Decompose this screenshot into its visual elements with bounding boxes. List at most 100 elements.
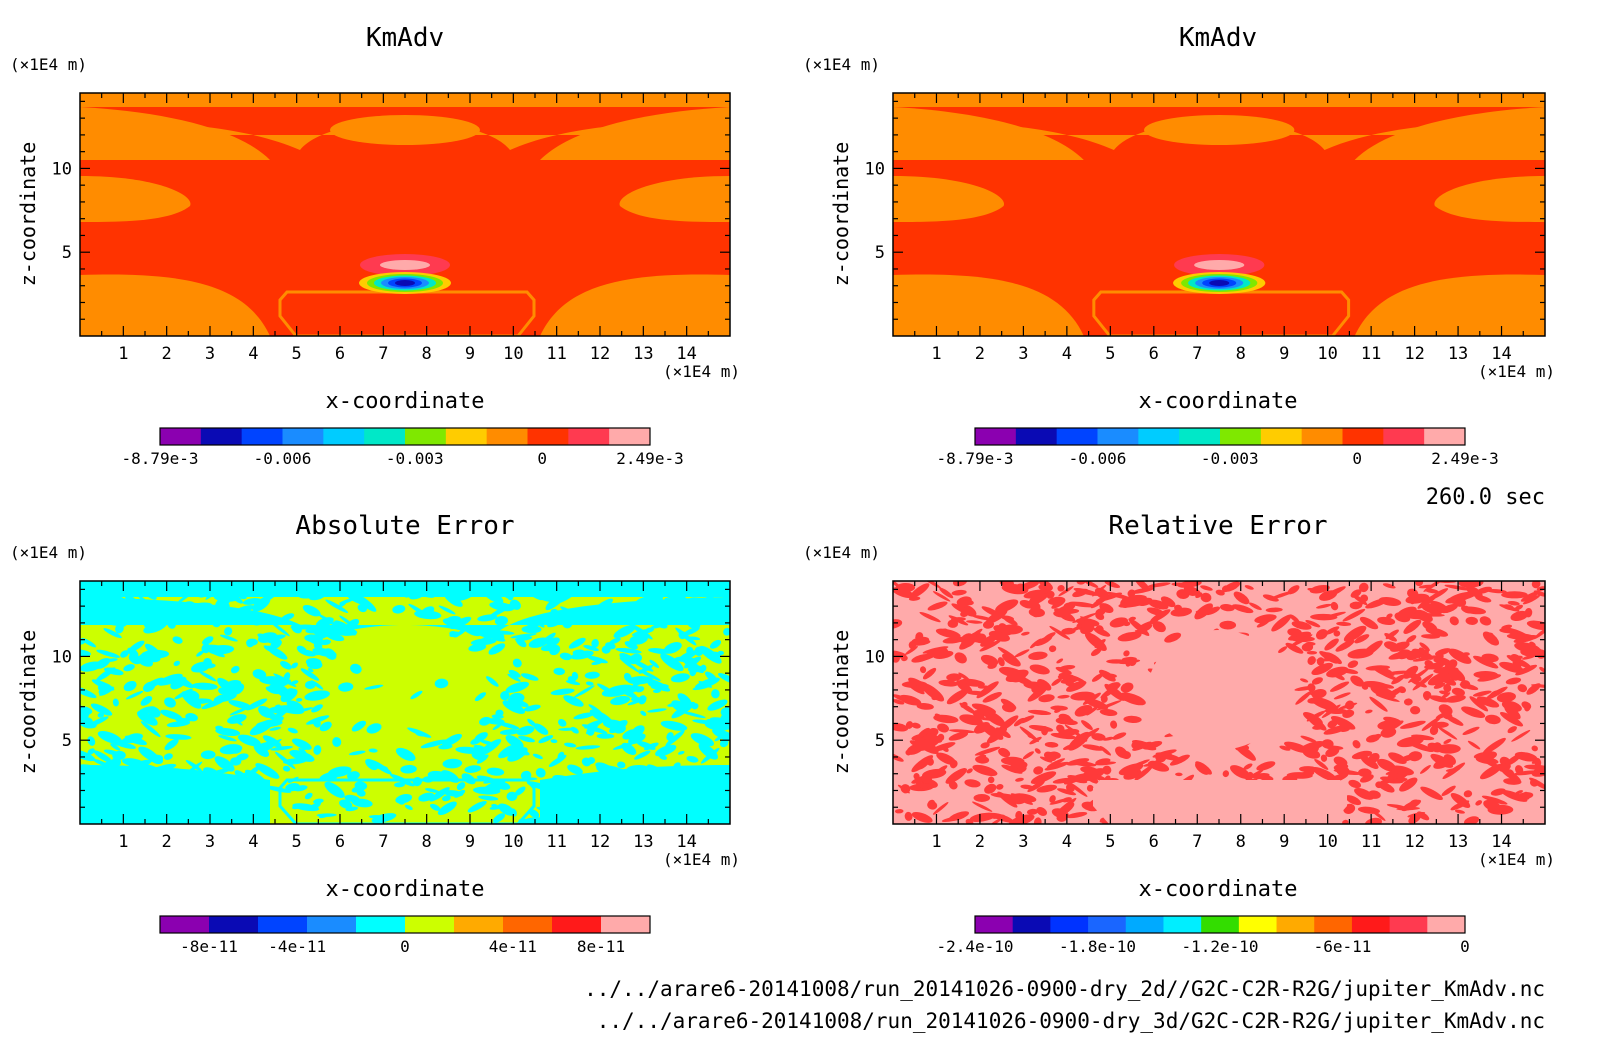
speckle-blob bbox=[252, 596, 271, 612]
speckle-blob bbox=[137, 656, 153, 667]
speckle-blob bbox=[1441, 785, 1456, 797]
speckle-blob bbox=[670, 792, 687, 800]
speckle-blob bbox=[490, 630, 515, 635]
speckle-blob bbox=[1134, 629, 1149, 635]
colorbar-label: -1.8e-10 bbox=[1059, 937, 1136, 956]
speckle-blob bbox=[915, 781, 928, 790]
x-tick-label: 4 bbox=[1062, 344, 1072, 364]
speckle-blob bbox=[980, 634, 998, 647]
speckle-blob bbox=[246, 638, 258, 646]
speckle-blob bbox=[601, 645, 611, 654]
speckle-blob bbox=[442, 758, 463, 769]
colorbar-swatch bbox=[601, 916, 651, 933]
speckle-blob bbox=[631, 628, 655, 637]
speckle-blob bbox=[1391, 674, 1406, 685]
speckle-blob bbox=[173, 660, 180, 667]
speckle-blob bbox=[184, 761, 203, 776]
speckle-blob bbox=[1064, 724, 1086, 741]
speckle-blob bbox=[124, 778, 138, 786]
speckle-blob bbox=[1038, 694, 1055, 703]
speckle-blob bbox=[919, 666, 927, 674]
speckle-blob bbox=[169, 813, 180, 822]
speckle-blob bbox=[1419, 642, 1430, 652]
speckle-blob bbox=[274, 751, 296, 770]
speckle-blob bbox=[1407, 812, 1426, 818]
speckle-blob bbox=[1128, 759, 1150, 769]
speckle-blob bbox=[1106, 682, 1120, 690]
colorbar-swatch bbox=[405, 916, 455, 933]
x-tick-label: 5 bbox=[1105, 344, 1115, 364]
speckle-blob bbox=[512, 658, 522, 668]
speckle-blob bbox=[999, 581, 1014, 587]
y-unit-label: (×1E4 m) bbox=[803, 543, 880, 562]
colorbar-swatch bbox=[609, 428, 651, 445]
speckle-blob bbox=[227, 714, 247, 724]
speckle-blob bbox=[605, 774, 614, 779]
panel-title: Absolute Error bbox=[295, 511, 514, 541]
speckle-blob bbox=[1489, 690, 1499, 698]
speckle-blob bbox=[1370, 808, 1386, 821]
speckle-blob bbox=[712, 728, 730, 743]
panel-title: KmAdv bbox=[366, 23, 444, 53]
speckle-blob bbox=[1230, 765, 1251, 780]
speckle-blob bbox=[548, 754, 567, 767]
speckle-blob bbox=[1037, 679, 1052, 691]
speckle-blob bbox=[1385, 768, 1406, 775]
speckle-blob bbox=[947, 619, 959, 628]
speckle-blob bbox=[533, 723, 549, 735]
speckle-blob bbox=[1057, 694, 1070, 699]
speckle-blob bbox=[264, 785, 292, 793]
speckle-blob bbox=[1049, 625, 1071, 640]
colorbar-swatch bbox=[975, 428, 1017, 445]
x-tick-label: 10 bbox=[1317, 832, 1337, 852]
speckle-blob bbox=[524, 585, 545, 601]
speckle-blob bbox=[442, 795, 451, 802]
speckle-blob bbox=[217, 677, 236, 694]
speckle-blob bbox=[1320, 754, 1328, 762]
speckle-blob bbox=[985, 609, 1008, 625]
speckle-blob bbox=[557, 612, 574, 623]
speckle-blob bbox=[191, 661, 211, 673]
speckle-blob bbox=[449, 631, 459, 638]
y-unit-label: (×1E4 m) bbox=[10, 543, 87, 562]
colorbar-label: 2.49e-3 bbox=[616, 449, 683, 468]
colorbar-swatch bbox=[1314, 916, 1353, 933]
colorbar: -8.79e-3 -0.006 -0.003 0 2.49e-3 bbox=[121, 427, 684, 468]
speckle-blob bbox=[514, 786, 526, 796]
speckle-blob bbox=[956, 596, 972, 607]
speckle-blob bbox=[685, 795, 712, 808]
speckle-blob bbox=[1479, 616, 1492, 626]
speckle-blob bbox=[203, 794, 222, 805]
colorbar-label: -2.4e-10 bbox=[936, 937, 1013, 956]
speckle-blob bbox=[287, 727, 298, 734]
speckle-blob bbox=[1068, 601, 1096, 608]
speckle-blob bbox=[211, 617, 222, 628]
speckle-blob bbox=[497, 632, 505, 641]
x-tick-label: 12 bbox=[1404, 832, 1424, 852]
speckle-blob bbox=[343, 801, 351, 807]
speckle-blob bbox=[364, 684, 384, 690]
speckle-blob bbox=[1271, 614, 1292, 632]
speckle-blob bbox=[550, 688, 575, 696]
speckle-blob bbox=[1443, 738, 1452, 744]
speckle-blob bbox=[220, 634, 238, 642]
speckle-blob bbox=[521, 625, 542, 634]
speckle-blob bbox=[1134, 765, 1154, 781]
speckle-blob bbox=[143, 681, 156, 692]
speckle-blob bbox=[522, 777, 538, 781]
speckle-blob bbox=[551, 589, 562, 595]
speckle-blob bbox=[1256, 761, 1276, 771]
speckle-blob bbox=[143, 620, 168, 634]
x-tick-label: 7 bbox=[1192, 832, 1202, 852]
speckle-blob bbox=[499, 587, 511, 596]
panel-relative-error: Relative Error (×1E4 m) 1 2 3 4 5 6 7 8 9 10 11 12 1… bbox=[803, 511, 1555, 956]
speckle-blob bbox=[626, 765, 651, 774]
speckle-blob bbox=[1299, 678, 1309, 683]
x-tick-label: 9 bbox=[465, 832, 475, 852]
speckle-blob bbox=[711, 651, 721, 658]
speckle-blob bbox=[1027, 709, 1052, 716]
speckle-blob bbox=[1375, 694, 1400, 702]
speckle-blob bbox=[1514, 655, 1523, 660]
speckle-blob bbox=[344, 794, 360, 803]
